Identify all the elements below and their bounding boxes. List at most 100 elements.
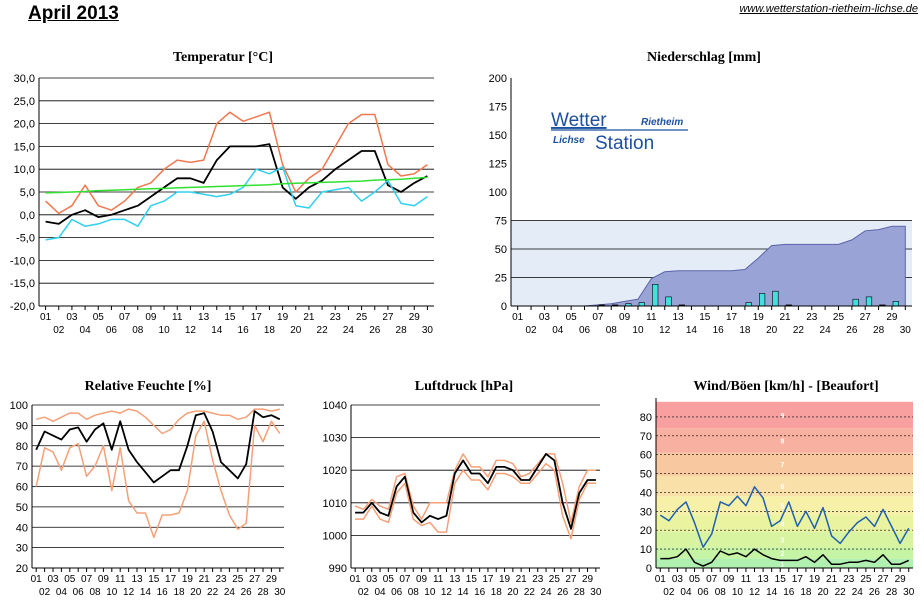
humidity-xtick-label: 19: [182, 574, 194, 585]
wind-xtick-label: 12: [749, 587, 761, 598]
pressure-xtick-label: 24: [540, 587, 552, 598]
precipitation-xtick-label: 23: [806, 312, 818, 323]
precipitation-ytick-label: 150: [489, 130, 507, 142]
temperature-xtick-label: 27: [382, 312, 394, 323]
humidity-xtick-label: 29: [266, 574, 278, 585]
temperature-ytick-label: 20,0: [14, 119, 35, 131]
humidity-xtick-label: 02: [39, 587, 51, 598]
precipitation-xtick-label: 18: [739, 325, 751, 336]
beaufort-label: 6: [781, 484, 785, 491]
wind-ytick-label: 20: [640, 525, 652, 537]
beaufort-band-7: [656, 452, 913, 476]
precipitation-xtick-label: 04: [552, 325, 564, 336]
precipitation-ytick-label: 0: [501, 301, 507, 313]
temperature-xtick-label: 29: [409, 312, 421, 323]
temperature-xtick-label: 12: [185, 325, 197, 336]
temperature-xtick-label: 05: [93, 312, 105, 323]
temperature-ytick-label: 0,0: [20, 210, 35, 222]
precipitation-xtick-label: 01: [512, 312, 524, 323]
wind-xtick-label: 27: [877, 574, 889, 585]
precipitation-xtick-label: 20: [766, 325, 778, 336]
humidity-xtick-label: 04: [56, 587, 68, 598]
temperature-xtick-label: 25: [356, 312, 368, 323]
wind-series-wind: [660, 548, 910, 567]
humidity-xtick-label: 12: [123, 587, 135, 598]
pressure-xtick-label: 11: [433, 574, 444, 585]
humidity-ytick-label: 90: [16, 420, 28, 432]
humidity-xtick-label: 10: [106, 587, 118, 598]
precipitation-xtick-label: 25: [833, 312, 845, 323]
temperature-xtick-label: 14: [211, 325, 223, 336]
humidity-xtick-label: 21: [199, 574, 211, 585]
beaufort-band-5: [656, 496, 913, 516]
humidity-ytick-label: 100: [10, 400, 28, 412]
beaufort-label: 9: [781, 413, 785, 420]
precipitation-ytick-label: 75: [495, 216, 507, 228]
humidity-xtick-label: 05: [64, 574, 76, 585]
beaufort-label: 1: [781, 561, 785, 568]
wind-ytick-label: 70: [640, 431, 652, 443]
humidity-title: Relative Feuchte [%]: [85, 379, 212, 394]
pressure-xtick-label: 08: [408, 587, 420, 598]
pressure-xtick-label: 12: [441, 587, 453, 598]
temperature-xtick-label: 20: [290, 325, 302, 336]
humidity-xtick-label: 18: [173, 587, 185, 598]
humidity-series-mittel: [35, 410, 281, 484]
beaufort-label: 8: [781, 439, 785, 446]
humidity-xtick-label: 06: [73, 587, 85, 598]
pressure-xtick-label: 03: [366, 574, 378, 585]
temperature-xtick-label: 22: [317, 325, 329, 336]
temperature-xtick-label: 16: [238, 325, 250, 336]
pressure-ytick-label: 1000: [323, 530, 347, 542]
humidity-xtick-label: 20: [190, 587, 202, 598]
wind-title: Wind/Böen [km/h] - [Beaufort]: [693, 379, 878, 394]
precipitation-xtick-label: 28: [873, 325, 885, 336]
precipitation-xtick-label: 06: [579, 325, 591, 336]
temperature-ytick-label: 30,0: [14, 73, 35, 85]
temperature-xtick-label: 18: [264, 325, 276, 336]
wind-xtick-label: 16: [783, 587, 795, 598]
precipitation-xtick-label: 22: [793, 325, 805, 336]
pressure-xtick-label: 09: [416, 574, 428, 585]
temperature-ytick-label: 5,0: [20, 187, 35, 199]
pressure-xtick-label: 10: [424, 587, 436, 598]
precipitation-xtick-label: 12: [659, 325, 671, 336]
temperature-xtick-label: 09: [145, 312, 157, 323]
wind-ytick-label: 30: [640, 506, 652, 518]
logo-word-lichse: Lichse: [553, 135, 585, 146]
precipitation-ytick-label: 50: [495, 244, 507, 256]
wetterstation-logo: Wetter Rietheim Lichse Station: [551, 110, 688, 154]
precipitation-ytick-label: 125: [489, 159, 507, 171]
humidity-ytick-label: 50: [16, 502, 28, 514]
wind-xtick-label: 17: [792, 574, 804, 585]
precipitation-xtick-label: 21: [779, 312, 791, 323]
site-url-link[interactable]: www.wetterstation-rietheim-lichse.de: [739, 3, 918, 15]
humidity-ytick-label: 20: [16, 563, 28, 575]
precipitation-xtick-label: 13: [673, 312, 685, 323]
logo-word-rietheim: Rietheim: [641, 117, 683, 128]
beaufort-label: 2: [781, 551, 785, 558]
temperature-xtick-label: 26: [369, 325, 381, 336]
precipitation-ytick-label: 100: [489, 187, 507, 199]
humidity-xtick-label: 15: [148, 574, 160, 585]
humidity-xtick-label: 03: [47, 574, 59, 585]
temperature-xtick-label: 13: [198, 312, 210, 323]
temperature-xtick-label: 04: [80, 325, 92, 336]
precipitation-xtick-label: 26: [846, 325, 858, 336]
beaufort-label: 4: [781, 522, 785, 529]
precipitation-xtick-label: 24: [820, 325, 832, 336]
wind-xtick-label: 02: [663, 587, 675, 598]
beaufort-band-8: [656, 428, 913, 453]
humidity-xtick-label: 14: [140, 587, 152, 598]
precipitation-daily-bar: [852, 298, 859, 307]
wind-xtick-label: 15: [775, 574, 787, 585]
wind-xtick-label: 26: [869, 587, 881, 598]
pressure-xtick-label: 23: [532, 574, 544, 585]
beaufort-label: 5: [781, 504, 785, 511]
temperature-xtick-label: 28: [396, 325, 408, 336]
humidity-ytick-label: 40: [16, 522, 28, 534]
humidity-xtick-label: 09: [98, 574, 110, 585]
humidity-ytick-label: 30: [16, 543, 28, 555]
pressure-ytick-label: 1010: [323, 498, 347, 510]
